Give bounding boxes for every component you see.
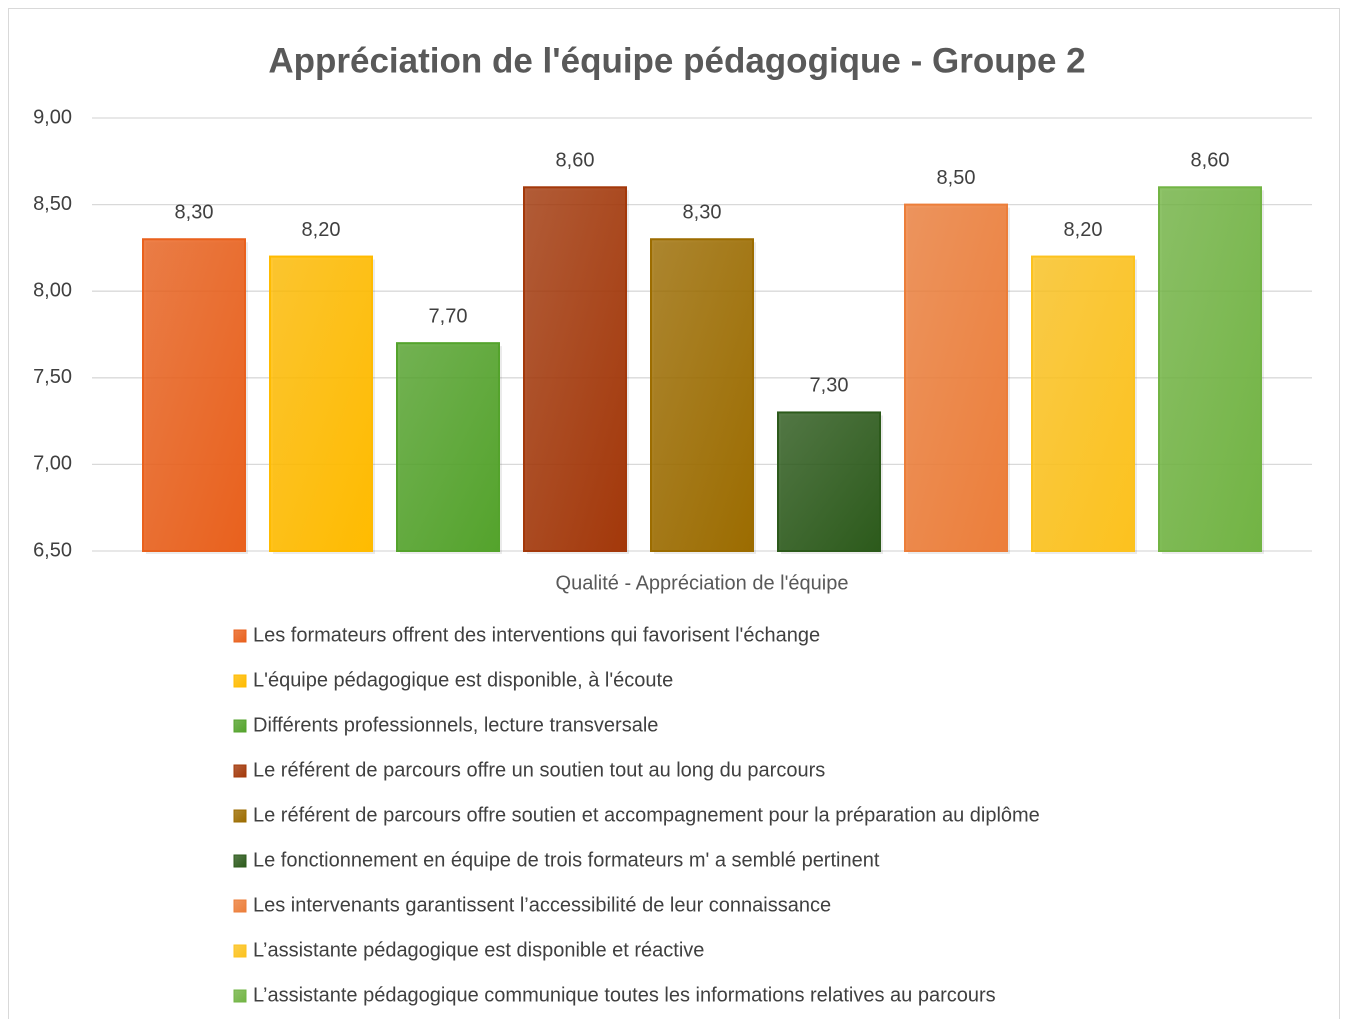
legend-swatch [233,899,247,913]
legend-swatch [233,629,247,643]
bar [142,238,246,553]
y-tick-label: 6,50 [33,539,72,561]
bar [269,255,373,552]
y-tick-label: 8,00 [33,279,72,301]
data-label: 8,60 [556,150,595,172]
data-label: 8,60 [1191,150,1230,172]
legend-label: Le référent de parcours offre un soutien… [253,759,825,781]
legend-label: Les formateurs offrent des interventions… [253,624,820,646]
legend-label: Le fonctionnement en équipe de trois for… [253,849,880,871]
data-label: 8,50 [937,167,976,189]
y-tick-label: 8,50 [33,193,72,215]
legend-label: Le référent de parcours offre soutien et… [253,804,1040,826]
chart-title: Appréciation de l'équipe pédagogique - G… [268,41,1085,80]
bar [1031,255,1135,552]
legend-swatch [233,944,247,958]
data-label: 7,70 [429,305,468,327]
y-tick-label: 7,00 [33,453,72,475]
legend-swatch [233,764,247,778]
bar [904,203,1008,552]
y-tick-label: 9,00 [33,106,72,128]
data-label: 8,20 [1064,219,1103,241]
legend-label: Différents professionnels, lecture trans… [253,714,658,736]
legend-label: Les intervenants garantissent l’accessib… [253,894,831,916]
data-label: 8,30 [175,202,214,224]
data-label: 8,30 [683,202,722,224]
legend-swatch [233,809,247,823]
legend-label: L'équipe pédagogique est disponible, à l… [253,669,673,691]
legend-swatch [233,674,247,688]
legend-swatch [233,989,247,1003]
bar [777,411,881,552]
legend-swatch [233,854,247,868]
y-tick-label: 7,50 [33,366,72,388]
legend-label: L’assistante pédagogique est disponible … [253,939,704,961]
legend-label: L’assistante pédagogique communique tout… [253,984,996,1006]
bar [396,342,500,552]
data-label: 8,20 [302,219,341,241]
bar [650,238,754,553]
x-tick-label: Qualité - Appréciation de l'équipe [556,572,849,594]
legend-swatch [233,719,247,733]
data-label: 7,30 [810,375,849,397]
bar [1158,186,1262,552]
bar [523,186,627,552]
